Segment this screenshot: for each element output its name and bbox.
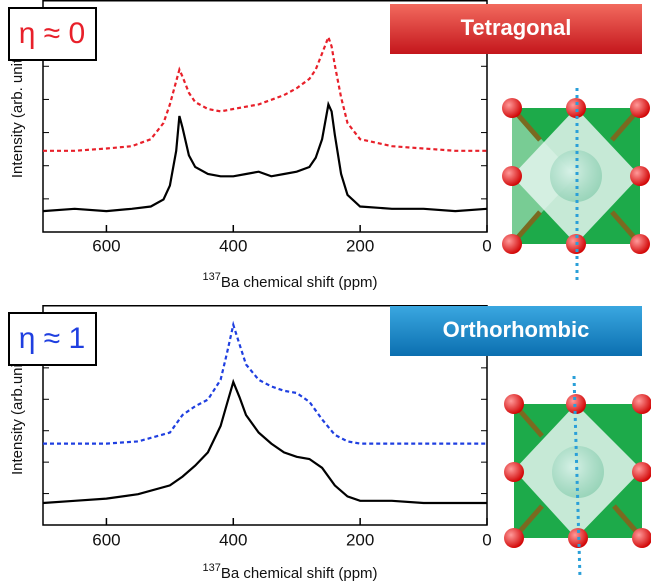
x-tick-label: 0 bbox=[482, 236, 491, 255]
tetragonal-structure bbox=[502, 88, 650, 282]
eta-label: η ≈ 0 bbox=[19, 17, 86, 50]
x-axis-label-superscript: 137 bbox=[202, 271, 220, 283]
x-tick-label: 600 bbox=[92, 530, 120, 549]
y-axis-label: Intensity (arb.unit) bbox=[9, 355, 26, 475]
x-tick-label: 600 bbox=[92, 236, 120, 255]
orthorhombic-structure bbox=[504, 376, 651, 578]
x-tick-label: 400 bbox=[219, 236, 247, 255]
figure: 6004002000137Ba chemical shift (ppm)Inte… bbox=[0, 0, 651, 583]
spectrum-line bbox=[43, 37, 487, 151]
x-axis-label: 137Ba chemical shift (ppm) bbox=[202, 271, 377, 291]
spectrum-line bbox=[43, 104, 487, 211]
y-axis-label: Intensity (arb. unit) bbox=[9, 54, 26, 178]
eta-label: η ≈ 1 bbox=[19, 322, 86, 355]
x-tick-label: 0 bbox=[482, 530, 491, 549]
x-tick-label: 400 bbox=[219, 530, 247, 549]
x-tick-label: 200 bbox=[346, 236, 374, 255]
x-axis-label-text: Ba chemical shift (ppm) bbox=[221, 274, 378, 291]
x-axis-label-text: Ba chemical shift (ppm) bbox=[221, 565, 378, 582]
x-axis-label-superscript: 137 bbox=[202, 562, 220, 574]
x-tick-label: 200 bbox=[346, 530, 374, 549]
x-axis-label: 137Ba chemical shift (ppm) bbox=[202, 562, 377, 582]
phase-label: Orthorhombic bbox=[443, 317, 590, 342]
phase-label: Tetragonal bbox=[461, 15, 572, 40]
